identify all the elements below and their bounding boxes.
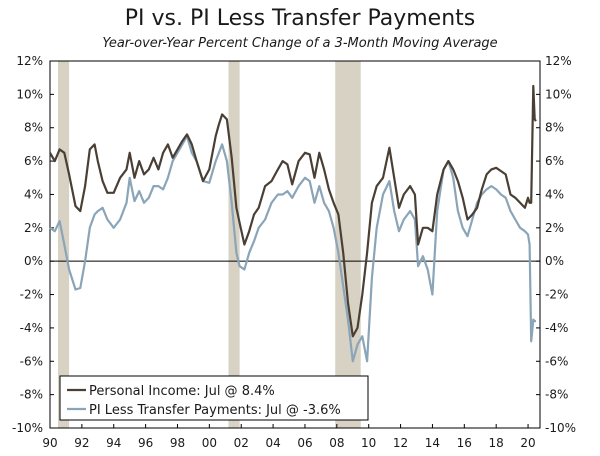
y-tick-label-left: -2% [20,288,43,302]
y-tick-label-right: 6% [545,154,564,168]
x-tick-label: 14 [425,436,440,450]
x-tick-label: 18 [489,436,504,450]
legend-box [59,375,369,421]
y-tick-label-right: -2% [545,288,568,302]
y-tick-label-left: 12% [16,54,43,68]
x-tick-label: 12 [393,436,408,450]
y-tick-label-left: -6% [20,354,43,368]
x-tick-label: 02 [234,436,249,450]
x-tick-label: 08 [329,436,344,450]
y-tick-label-left: -8% [20,388,43,402]
plot-frame [49,60,541,429]
legend-label-1: PI Less Transfer Payments: Jul @ -3.6% [89,403,341,418]
y-tick-label-right: -4% [545,321,568,335]
y-tick-label-left: 6% [24,154,43,168]
y-tick-label-left: 2% [24,221,43,235]
y-tick-label-right: 10% [545,87,572,101]
x-tick-label: 94 [106,436,121,450]
x-tick-label: 96 [138,436,153,450]
chart-title: PI vs. PI Less Transfer Payments [124,6,476,31]
x-tick-label: 20 [520,436,535,450]
y-tick-label-right: 0% [545,254,564,268]
y-tick-label-left: 4% [24,187,43,201]
y-tick-label-right: 12% [545,54,572,68]
x-tick-label: 92 [74,436,89,450]
y-tick-label-right: 4% [545,187,564,201]
y-tick-label-right: -8% [545,388,568,402]
y-tick-label-right: 8% [545,121,564,135]
y-tick-label-right: -10% [545,421,576,435]
x-tick-label: 10 [361,436,376,450]
x-tick-label: 04 [265,436,280,450]
x-tick-label: 16 [457,436,472,450]
y-tick-label-left: 8% [24,121,43,135]
y-tick-label-left: -10% [12,421,43,435]
chart-subtitle: Year-over-Year Percent Change of a 3-Mon… [102,36,498,51]
recession-bar-1 [228,61,240,428]
y-tick-label-left: 10% [16,87,43,101]
y-tick-label-left: 0% [24,254,43,268]
series-line-pi-less-transfer [49,135,536,363]
legend-label-0: Personal Income: Jul @ 8.4% [89,384,275,399]
x-tick-label: 98 [170,436,185,450]
y-tick-label-right: 2% [545,221,564,235]
series-line-personal-income [49,84,537,338]
recession-bar-2 [335,61,361,428]
x-tick-label: 90 [42,436,57,450]
x-tick-label: 06 [297,436,312,450]
y-tick-label-right: -6% [545,354,568,368]
y-tick-label-left: -4% [20,321,43,335]
x-tick-label: 00 [202,436,217,450]
